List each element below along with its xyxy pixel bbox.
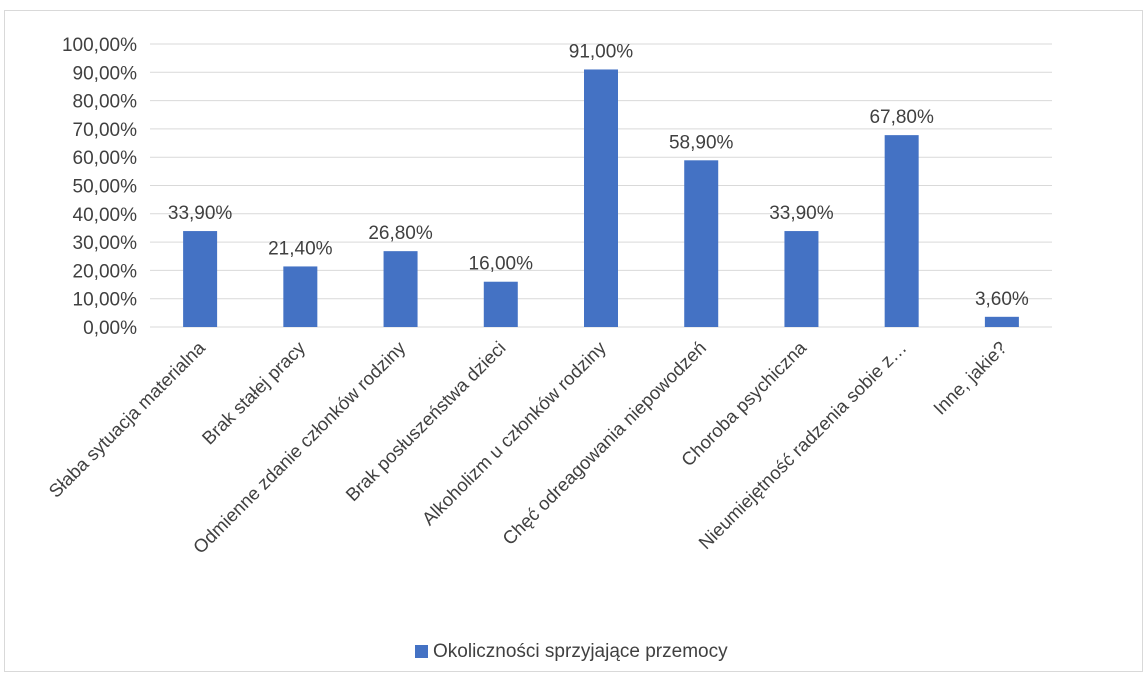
bar [283,266,318,327]
y-tick-label: 70,00% [73,120,138,141]
bar [183,231,218,327]
data-label: 21,40% [268,238,333,259]
x-category-label: Chęć odreagowania niepowodzeń [498,337,710,549]
data-label: 58,90% [669,132,734,153]
data-label: 67,80% [869,107,934,128]
bar [984,316,1019,327]
y-axis-ticks: 0,00% 10,00% 20,00% 30,00% 40,00% 50,00% 60,00… [62,35,137,339]
x-category-label: Brak stałej pracy [198,336,310,448]
legend-swatch [415,645,428,658]
data-label: 33,90% [168,203,233,224]
bar [884,135,919,327]
x-category-label: Alkoholizm u członków rodziny [418,336,611,529]
y-tick-label: 10,00% [73,290,138,311]
y-tick-label: 20,00% [73,261,138,282]
y-tick-label: 0,00% [83,318,137,339]
x-category-label: Inne, jakie? [929,337,1011,419]
x-category-label: Nieumiejętność radzenia sobie z… [694,337,910,553]
bar [684,160,719,327]
bars [183,69,1019,327]
legend: Okoliczności sprzyjające przemocy [415,641,728,662]
x-category-label: Odmienne zdanie członków rodziny [189,336,410,557]
chart-frame: 0,00% 10,00% 20,00% 30,00% 40,00% 50,00% 60,00… [4,10,1143,672]
bar-chart: 0,00% 10,00% 20,00% 30,00% 40,00% 50,00% 60,00… [44,35,1052,662]
data-label: 33,90% [769,203,834,224]
x-category-label: Brak posłuszeństwa dzieci [341,337,509,505]
y-tick-label: 80,00% [73,92,138,113]
data-label: 91,00% [569,41,634,62]
data-label: 16,00% [469,254,534,275]
y-tick-label: 40,00% [73,205,138,226]
bar [383,251,418,327]
bar [784,231,819,327]
y-tick-label: 100,00% [62,35,137,56]
y-tick-label: 60,00% [73,148,138,169]
y-tick-label: 90,00% [73,63,138,84]
data-label: 26,80% [368,223,433,244]
x-category-label: Słaba sytuacja materialna [44,336,209,501]
bar [584,69,618,327]
y-tick-label: 30,00% [73,233,138,254]
data-label: 3,60% [975,289,1029,310]
legend-label: Okoliczności sprzyjające przemocy [433,641,728,662]
bar [483,281,518,327]
data-labels: 33,90% 21,40% 26,80% 16,00% 91,00% 58,90% 33,9… [168,41,1029,309]
y-tick-label: 50,00% [73,177,138,198]
